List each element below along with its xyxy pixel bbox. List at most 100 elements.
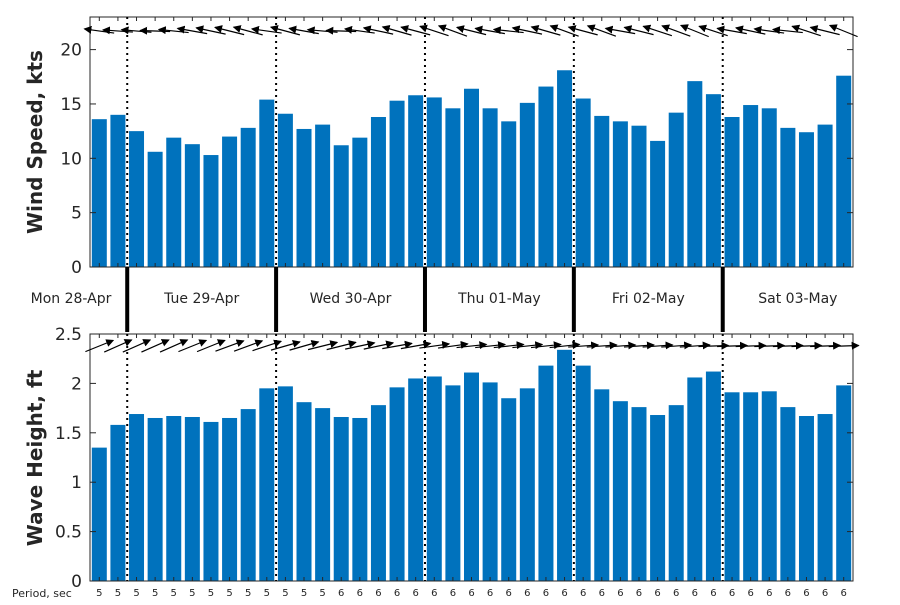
bar-1-34 bbox=[724, 392, 740, 581]
bar-1-12 bbox=[315, 408, 331, 581]
direction-arrow bbox=[828, 341, 860, 350]
direction-arrow bbox=[382, 340, 413, 350]
bar-0-0 bbox=[91, 119, 107, 267]
bar-1-36 bbox=[761, 391, 777, 581]
bar-0-26 bbox=[575, 98, 591, 268]
bar-1-29 bbox=[631, 407, 647, 581]
bar-0-31 bbox=[668, 112, 684, 267]
direction-arrow bbox=[400, 25, 431, 36]
bar-1-7 bbox=[222, 417, 238, 581]
bar-1-1 bbox=[110, 424, 126, 581]
bar-1-14 bbox=[352, 417, 368, 581]
period-value: 6 bbox=[617, 588, 623, 599]
period-value: 6 bbox=[412, 588, 418, 599]
bar-1-30 bbox=[650, 415, 666, 581]
period-value: 5 bbox=[226, 588, 232, 599]
direction-arrow bbox=[623, 25, 654, 36]
bar-1-11 bbox=[296, 402, 312, 581]
period-value: 6 bbox=[394, 588, 400, 599]
period-value: 6 bbox=[654, 588, 660, 599]
direction-arrow bbox=[214, 25, 245, 36]
bar-1-13 bbox=[333, 416, 349, 581]
bar-1-27 bbox=[594, 389, 610, 581]
bar-0-40 bbox=[836, 75, 852, 268]
y-tick-label: 1.5 bbox=[55, 424, 82, 444]
bar-0-20 bbox=[464, 88, 479, 267]
bar-0-34 bbox=[724, 117, 740, 267]
bar-0-4 bbox=[166, 137, 182, 267]
period-value: 6 bbox=[636, 588, 642, 599]
direction-arrow bbox=[475, 341, 507, 350]
day-label-4: Fri 02-May bbox=[612, 291, 685, 307]
bar-1-5 bbox=[184, 416, 200, 581]
y-tick-label: 0.5 bbox=[55, 523, 82, 543]
bar-0-1 bbox=[110, 114, 126, 268]
bar-1-3 bbox=[147, 417, 163, 581]
direction-arrow bbox=[419, 340, 451, 349]
bar-0-23 bbox=[519, 102, 535, 267]
period-value: 6 bbox=[450, 588, 456, 599]
bar-0-28 bbox=[612, 121, 628, 267]
period-value: 5 bbox=[319, 588, 325, 599]
bar-1-28 bbox=[612, 401, 628, 581]
bar-0-22 bbox=[501, 121, 517, 267]
direction-arrow bbox=[196, 339, 226, 353]
bar-1-15 bbox=[370, 405, 386, 581]
period-value: 6 bbox=[710, 588, 716, 599]
y-tick-label: 5 bbox=[71, 204, 82, 224]
direction-arrow bbox=[307, 340, 339, 351]
bar-1-26 bbox=[575, 365, 591, 581]
direction-arrow bbox=[363, 340, 395, 350]
bar-0-6 bbox=[203, 155, 219, 267]
bar-0-24 bbox=[538, 86, 554, 267]
bar-1-35 bbox=[743, 392, 759, 581]
period-value: 5 bbox=[189, 588, 195, 599]
direction-arrow bbox=[605, 341, 637, 350]
bar-1-25 bbox=[557, 349, 573, 581]
direction-arrow bbox=[549, 341, 581, 350]
bar-1-20 bbox=[464, 372, 479, 581]
bar-1-40 bbox=[836, 385, 852, 581]
direction-arrow bbox=[568, 341, 600, 350]
bar-0-17 bbox=[408, 95, 424, 268]
bar-0-29 bbox=[631, 125, 647, 268]
direction-arrow bbox=[437, 24, 468, 37]
y-tick-label: 10 bbox=[60, 149, 82, 169]
period-value: 6 bbox=[580, 588, 586, 599]
direction-arrow bbox=[400, 340, 432, 350]
y-tick-label: 0 bbox=[71, 572, 82, 592]
bar-1-0 bbox=[91, 447, 107, 581]
bar-0-16 bbox=[389, 100, 405, 268]
y-tick-label: 2.5 bbox=[55, 325, 82, 345]
period-label: Period, sec bbox=[12, 587, 72, 600]
bar-1-31 bbox=[668, 405, 684, 581]
direction-arrow bbox=[623, 341, 655, 350]
wind-speed-panel: 0 5 10 15 20 bbox=[60, 16, 858, 278]
bar-1-9 bbox=[259, 388, 275, 581]
period-value: 6 bbox=[561, 588, 567, 599]
direction-arrow bbox=[141, 339, 170, 353]
y-tick-label: 1 bbox=[71, 473, 82, 493]
direction-arrow bbox=[362, 25, 394, 35]
direction-arrow bbox=[828, 24, 858, 38]
period-value: 5 bbox=[282, 588, 288, 599]
direction-arrow bbox=[661, 341, 693, 350]
period-value: 5 bbox=[171, 588, 177, 599]
bar-0-36 bbox=[761, 108, 777, 267]
direction-arrow bbox=[103, 339, 133, 353]
bar-0-11 bbox=[296, 128, 312, 267]
period-value: 5 bbox=[301, 588, 307, 599]
direction-arrow bbox=[511, 25, 543, 35]
day-label-0: Mon 28-Apr bbox=[31, 291, 112, 307]
period-value: 5 bbox=[152, 588, 158, 599]
bar-1-19 bbox=[445, 385, 461, 581]
direction-arrow bbox=[735, 341, 767, 350]
day-label-1: Tue 29-Apr bbox=[163, 291, 239, 307]
period-value: 5 bbox=[115, 588, 121, 599]
direction-arrow bbox=[698, 24, 728, 37]
direction-arrow bbox=[512, 341, 544, 350]
direction-arrow bbox=[567, 25, 598, 36]
bar-1-32 bbox=[687, 377, 703, 581]
bar-0-38 bbox=[798, 132, 814, 267]
